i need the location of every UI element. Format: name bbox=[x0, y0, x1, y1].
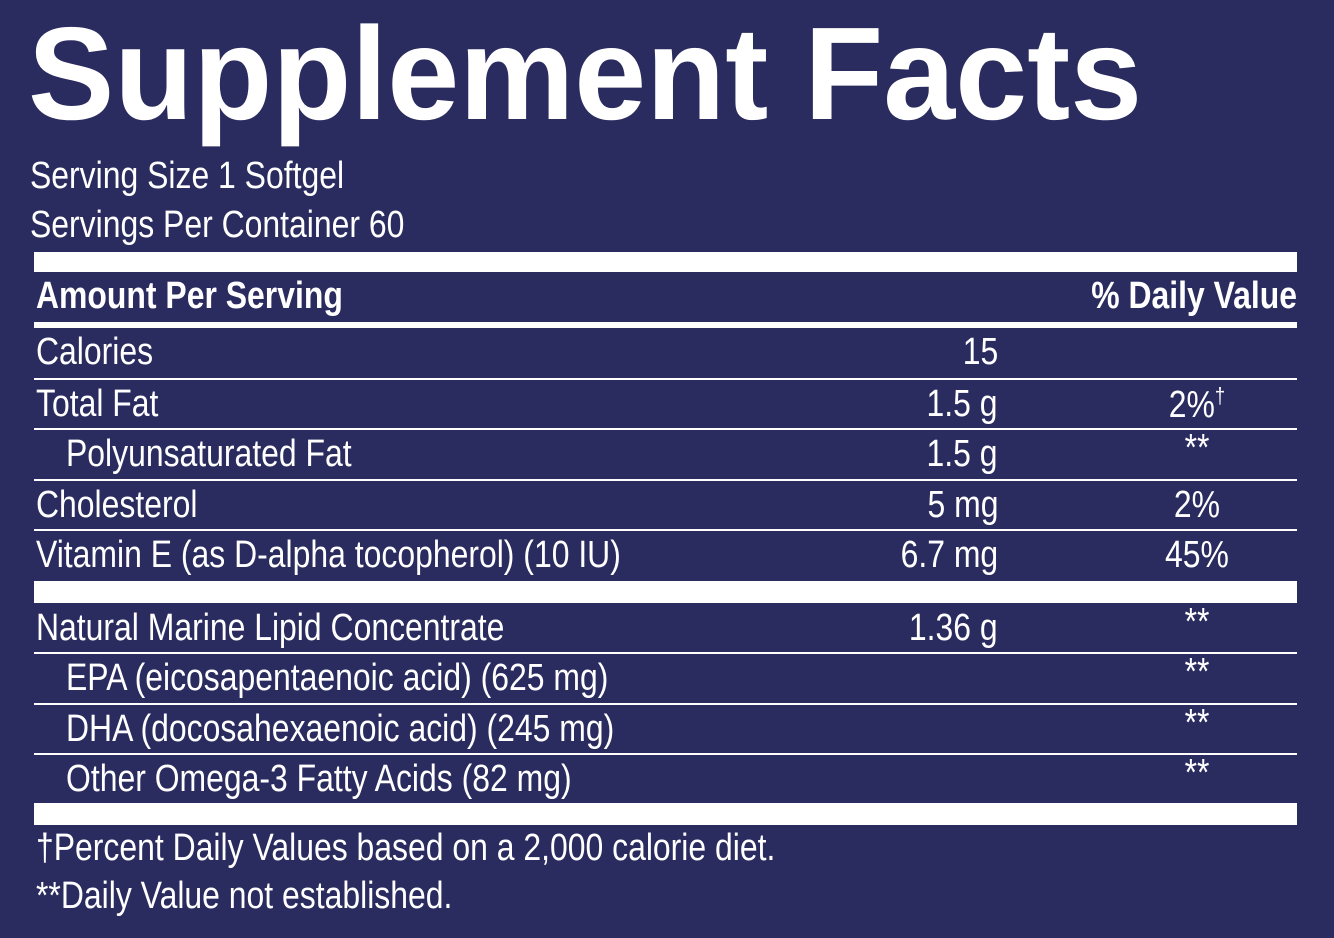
nutrient-name: Natural Marine Lipid Concentrate bbox=[36, 606, 505, 649]
nutrient-name: Cholesterol bbox=[36, 483, 198, 526]
amount: 1.5 g bbox=[926, 382, 998, 425]
nutrient-name: Polyunsaturated Fat bbox=[66, 433, 352, 476]
daily-value: 45% bbox=[1165, 534, 1229, 577]
servings-per-container: Servings Per Container 60 bbox=[30, 204, 405, 246]
column-header: % Daily Value bbox=[1091, 275, 1297, 317]
amount: 1.5 g bbox=[926, 433, 998, 476]
serving-size: Serving Size 1 Softgel bbox=[30, 155, 345, 197]
rule bbox=[34, 702, 1297, 705]
daily-value: 2% bbox=[1173, 483, 1221, 526]
nutrient-name: EPA (eicosapentaenoic acid) (625 mg) bbox=[66, 657, 609, 700]
column-header: Amount Per Serving bbox=[36, 275, 343, 317]
rule bbox=[34, 753, 1297, 755]
amount: 15 bbox=[962, 331, 998, 374]
daily-value: ** bbox=[1184, 600, 1210, 643]
nutrient-name: Calories bbox=[36, 331, 154, 374]
daily-value: ** bbox=[1184, 752, 1210, 795]
title: Supplement Facts bbox=[28, 0, 1143, 147]
nutrient-name: Vitamin E (as D-alpha tocopherol) (10 IU… bbox=[36, 534, 621, 577]
rule bbox=[34, 803, 1297, 825]
footnote: †Percent Daily Values based on a 2,000 c… bbox=[36, 827, 776, 869]
daily-value: ** bbox=[1184, 427, 1210, 470]
footnote: **Daily Value not established. bbox=[36, 875, 453, 917]
rule bbox=[34, 580, 1297, 603]
rule bbox=[34, 428, 1297, 430]
rule bbox=[34, 252, 1297, 272]
nutrient-name: Other Omega-3 Fatty Acids (82 mg) bbox=[66, 758, 572, 801]
rule bbox=[34, 322, 1297, 328]
amount: 1.36 g bbox=[909, 606, 998, 649]
nutrient-name: Total Fat bbox=[36, 382, 159, 425]
rule bbox=[34, 478, 1297, 481]
rule bbox=[34, 377, 1297, 380]
rule bbox=[34, 529, 1297, 531]
rule bbox=[34, 652, 1297, 654]
daily-value: 2%† bbox=[1168, 382, 1226, 426]
nutrient-name: DHA (docosahexaenoic acid) (245 mg) bbox=[66, 707, 615, 750]
amount: 6.7 mg bbox=[900, 534, 998, 577]
footnote-mark: † bbox=[1214, 382, 1226, 408]
daily-value: ** bbox=[1184, 701, 1210, 744]
amount: 5 mg bbox=[927, 483, 998, 526]
daily-value: ** bbox=[1184, 651, 1210, 694]
